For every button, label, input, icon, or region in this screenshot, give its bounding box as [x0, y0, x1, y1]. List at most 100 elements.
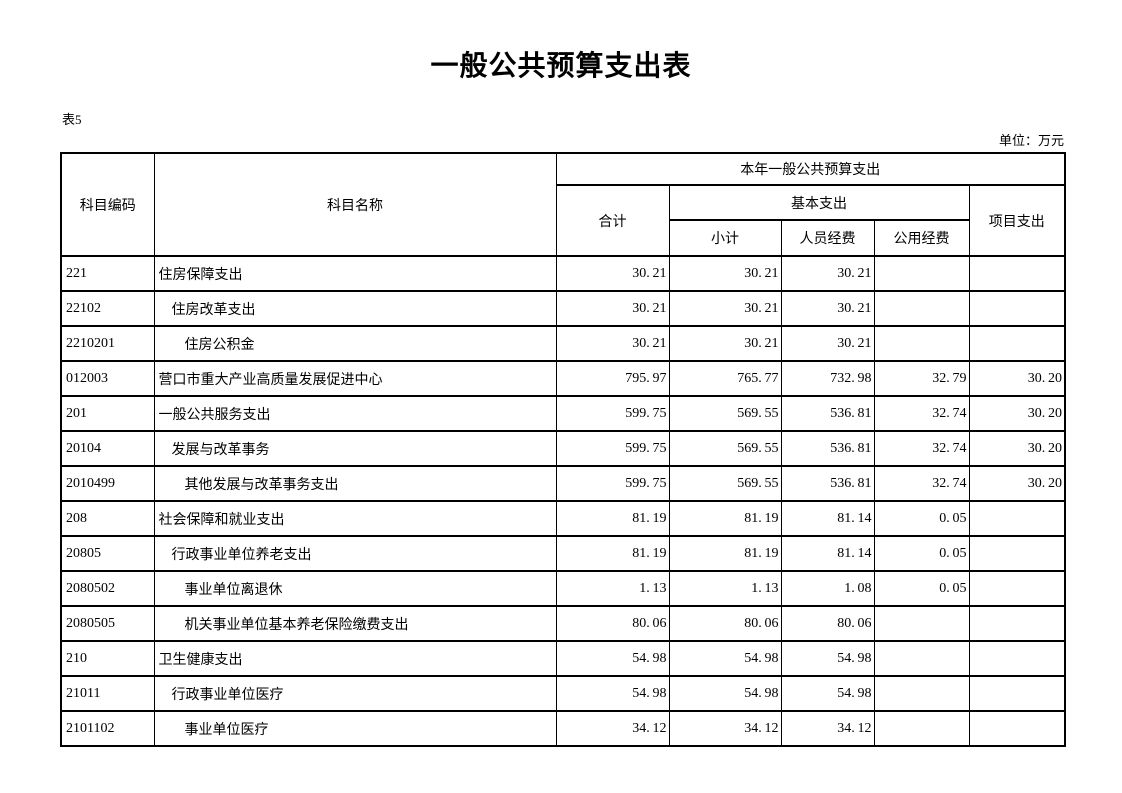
subject-name-cell: 行政事业单位养老支出 [153, 535, 557, 572]
public-funds-cell: 32. 74 [873, 395, 970, 432]
subject-name-cell: 发展与改革事务 [153, 430, 557, 467]
subject-code-cell: 012003 [60, 360, 155, 397]
unit-label: 单位：万元 [998, 133, 1064, 148]
project-expenditure-cell [968, 325, 1066, 362]
col-header-basic-expenditure-group: 基本支出 [668, 184, 970, 221]
subject-name-cell: 其他发展与改革事务支出 [153, 465, 557, 502]
table-row: 201 一般公共服务支出 599. 75 569. 55 536. 81 32.… [60, 395, 1066, 432]
subject-code-cell: 2080502 [60, 570, 155, 607]
col-header-project-expenditure: 项目支出 [968, 184, 1066, 257]
personnel-funds-cell: 30. 21 [780, 290, 875, 327]
subtotal-cell: 30. 21 [668, 290, 782, 327]
budget-table: 科目编码 科目名称 本年一般公共预算支出 合计 基本支出 项目支出 小计 人员经… [60, 152, 1067, 747]
subtotal-cell: 80. 06 [668, 605, 782, 642]
personnel-funds-cell: 536. 81 [780, 395, 875, 432]
public-funds-cell [873, 640, 970, 677]
total-cell: 795. 97 [555, 360, 670, 397]
table-row: 20805 行政事业单位养老支出 81. 19 81. 19 81. 14 0.… [60, 535, 1066, 572]
table-number-label: 表5 [62, 112, 82, 127]
personnel-funds-cell: 81. 14 [780, 500, 875, 537]
page-title: 一般公共预算支出表 [430, 51, 692, 82]
subject-code-cell: 221 [60, 255, 155, 292]
subject-code-cell: 2101102 [60, 710, 155, 747]
subject-name-cell: 住房保障支出 [153, 255, 557, 292]
table-row: 2010499 其他发展与改革事务支出 599. 75 569. 55 536.… [60, 465, 1066, 502]
total-cell: 34. 12 [555, 710, 670, 747]
public-funds-cell [873, 710, 970, 747]
total-cell: 30. 21 [555, 255, 670, 292]
personnel-funds-cell: 30. 21 [780, 325, 875, 362]
col-header-subtotal: 小计 [668, 219, 782, 257]
table-row: 22102 住房改革支出 30. 21 30. 21 30. 21 [60, 290, 1066, 327]
public-funds-cell: 0. 05 [873, 570, 970, 607]
subject-name-cell: 机关事业单位基本养老保险缴费支出 [153, 605, 557, 642]
project-expenditure-cell [968, 535, 1066, 572]
subject-code-cell: 2210201 [60, 325, 155, 362]
col-header-subject-name: 科目名称 [153, 152, 557, 257]
table-row: 2080505 机关事业单位基本养老保险缴费支出 80. 06 80. 06 8… [60, 605, 1066, 642]
project-expenditure-cell [968, 570, 1066, 607]
subject-name-cell: 事业单位离退休 [153, 570, 557, 607]
total-cell: 80. 06 [555, 605, 670, 642]
table-row: 208 社会保障和就业支出 81. 19 81. 19 81. 14 0. 05 [60, 500, 1066, 537]
project-expenditure-cell: 30. 20 [968, 430, 1066, 467]
subtotal-cell: 569. 55 [668, 465, 782, 502]
subject-code-cell: 2010499 [60, 465, 155, 502]
total-cell: 81. 19 [555, 535, 670, 572]
total-cell: 54. 98 [555, 640, 670, 677]
personnel-funds-cell: 30. 21 [780, 255, 875, 292]
subject-code-cell: 20104 [60, 430, 155, 467]
table-row: 2210201 住房公积金 30. 21 30. 21 30. 21 [60, 325, 1066, 362]
col-header-current-year-expenditure-group: 本年一般公共预算支出 [555, 152, 1066, 186]
public-funds-cell: 32. 74 [873, 430, 970, 467]
subject-name-cell: 一般公共服务支出 [153, 395, 557, 432]
personnel-funds-cell: 732. 98 [780, 360, 875, 397]
personnel-funds-cell: 81. 14 [780, 535, 875, 572]
subtotal-cell: 569. 55 [668, 395, 782, 432]
subtotal-cell: 54. 98 [668, 640, 782, 677]
total-cell: 599. 75 [555, 430, 670, 467]
total-cell: 599. 75 [555, 395, 670, 432]
public-funds-cell [873, 290, 970, 327]
subject-code-cell: 201 [60, 395, 155, 432]
subject-code-cell: 210 [60, 640, 155, 677]
subtotal-cell: 54. 98 [668, 675, 782, 712]
subject-code-cell: 208 [60, 500, 155, 537]
public-funds-cell [873, 605, 970, 642]
public-funds-cell: 0. 05 [873, 535, 970, 572]
subtotal-cell: 30. 21 [668, 325, 782, 362]
project-expenditure-cell [968, 605, 1066, 642]
subject-code-cell: 20805 [60, 535, 155, 572]
project-expenditure-cell: 30. 20 [968, 465, 1066, 502]
col-header-public-funds: 公用经费 [873, 219, 970, 257]
public-funds-cell [873, 255, 970, 292]
total-cell: 54. 98 [555, 675, 670, 712]
table-row: 21011 行政事业单位医疗 54. 98 54. 98 54. 98 [60, 675, 1066, 712]
personnel-funds-cell: 34. 12 [780, 710, 875, 747]
subject-name-cell: 住房公积金 [153, 325, 557, 362]
subject-name-cell: 社会保障和就业支出 [153, 500, 557, 537]
total-cell: 81. 19 [555, 500, 670, 537]
personnel-funds-cell: 80. 06 [780, 605, 875, 642]
subject-name-cell: 营口市重大产业高质量发展促进中心 [153, 360, 557, 397]
subtotal-cell: 81. 19 [668, 500, 782, 537]
table-row: 012003 营口市重大产业高质量发展促进中心 795. 97 765. 77 … [60, 360, 1066, 397]
col-header-personnel-funds: 人员经费 [780, 219, 875, 257]
subject-name-cell: 卫生健康支出 [153, 640, 557, 677]
personnel-funds-cell: 54. 98 [780, 640, 875, 677]
col-header-total: 合计 [555, 184, 670, 257]
project-expenditure-cell [968, 290, 1066, 327]
project-expenditure-cell: 30. 20 [968, 395, 1066, 432]
project-expenditure-cell [968, 710, 1066, 747]
project-expenditure-cell [968, 500, 1066, 537]
table-row: 2101102 事业单位医疗 34. 12 34. 12 34. 12 [60, 710, 1066, 747]
subject-name-cell: 住房改革支出 [153, 290, 557, 327]
subtotal-cell: 30. 21 [668, 255, 782, 292]
subject-name-cell: 行政事业单位医疗 [153, 675, 557, 712]
total-cell: 1. 13 [555, 570, 670, 607]
public-funds-cell [873, 675, 970, 712]
budget-table-body: 221 住房保障支出 30. 21 30. 21 30. 21 22102 住房… [60, 255, 1066, 747]
total-cell: 30. 21 [555, 290, 670, 327]
project-expenditure-cell [968, 640, 1066, 677]
